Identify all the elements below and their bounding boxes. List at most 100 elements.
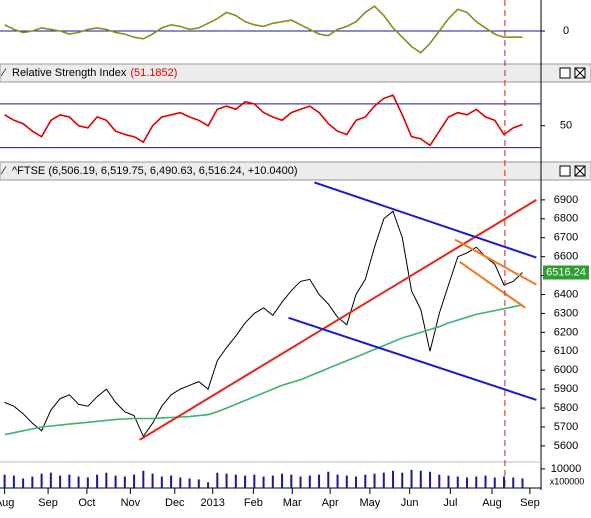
- volume-bar: [142, 470, 145, 488]
- volume-bar: [355, 476, 358, 488]
- volume-bar: [253, 474, 256, 488]
- x-tick-label: Jul: [443, 497, 457, 509]
- volume-bar: [345, 475, 348, 488]
- y-tick-label: 6300: [554, 307, 578, 319]
- volume-bar: [456, 476, 459, 488]
- y-tick-label: 10000: [551, 463, 582, 475]
- volume-bar: [207, 482, 210, 488]
- y-tick-label: 6900: [554, 194, 578, 206]
- last-value-tag: [543, 265, 589, 280]
- data-line: [4, 94, 523, 147]
- volume-bar: [216, 472, 219, 488]
- x-tick-label: Aug: [0, 497, 14, 509]
- header-icon: ⁄: [0, 67, 7, 79]
- y-tick-label: 6400: [554, 288, 578, 300]
- y-tick-label: 5800: [554, 402, 578, 414]
- data-line: [4, 5, 523, 54]
- volume-bar: [419, 470, 422, 488]
- volume-bar: [401, 472, 404, 488]
- volume-bar: [429, 471, 432, 488]
- x-tick-label: 2013: [200, 497, 224, 509]
- volume-bar: [22, 478, 25, 488]
- volume-bar: [290, 474, 293, 488]
- volume-bar: [493, 477, 496, 488]
- volume-bar: [382, 472, 385, 488]
- trend-line: [454, 238, 537, 286]
- volume-bar: [225, 473, 228, 488]
- x-tick-label: Sep: [38, 497, 58, 509]
- y-tick-label: 6200: [554, 326, 578, 338]
- volume-bar: [59, 475, 62, 488]
- volume-bar: [521, 478, 524, 488]
- volume-bar: [114, 475, 117, 488]
- price-header: [0, 161, 591, 181]
- x-tick-label: Sep: [520, 497, 540, 509]
- volume-bar: [336, 474, 339, 488]
- volume-bar: [410, 469, 413, 488]
- close-icon: [574, 67, 586, 79]
- volume-bar: [327, 471, 330, 488]
- y-tick-label: 6700: [554, 232, 578, 244]
- volume-bar: [373, 473, 376, 488]
- last-value-label: 6516.24: [546, 266, 586, 278]
- rsi-title: Relative Strength Index: [12, 67, 127, 79]
- window-buttons[interactable]: [559, 67, 586, 177]
- trend-line: [139, 199, 537, 441]
- x-tick-label: Feb: [244, 497, 263, 509]
- volume-bar: [475, 476, 478, 488]
- volume-bar: [197, 479, 200, 488]
- volume-bar: [86, 477, 89, 488]
- volume-bar: [281, 473, 284, 488]
- volume-bar: [123, 476, 126, 488]
- volume-bar: [392, 470, 395, 488]
- y-tick-label: 6800: [554, 213, 578, 225]
- rsi-header: [0, 63, 591, 83]
- y-tick-label: 50: [560, 120, 572, 132]
- volume-bar: [438, 474, 441, 488]
- y-tick-label: 5900: [554, 383, 578, 395]
- y-tick-label: 6000: [554, 364, 578, 376]
- volume-bar: [447, 475, 450, 488]
- volume-bar: [105, 472, 108, 488]
- volume-bar: [179, 477, 182, 488]
- volume-bar: [503, 476, 506, 488]
- x-tick-label: Mar: [283, 497, 302, 509]
- volume-bar: [234, 474, 237, 488]
- x-tick-label: Dec: [165, 497, 185, 509]
- volume-bar: [271, 475, 274, 488]
- maximize-button[interactable]: [559, 67, 571, 79]
- y-tick-label: 6100: [554, 345, 578, 357]
- volume-bar: [68, 474, 71, 488]
- x-tick-label: Aug: [482, 497, 502, 509]
- trend-line: [314, 181, 537, 259]
- volume-bar: [77, 476, 80, 488]
- x-tick-label: Apr: [322, 497, 339, 509]
- volume-bar: [299, 476, 302, 488]
- y-tick-label: 5700: [554, 421, 578, 433]
- y-tick-label: 0: [563, 25, 569, 37]
- volume-bar: [12, 475, 15, 488]
- price-title: ^FTSE (6,506.19, 6,519.75, 6,490.63, 6,5…: [12, 165, 298, 177]
- y-tick-label: 5600: [554, 440, 578, 452]
- volume-bar: [151, 473, 154, 488]
- x-tick-label: Oct: [78, 497, 95, 509]
- volume-bar: [188, 478, 191, 488]
- header-icon: ⁄: [0, 165, 7, 177]
- volume-bar: [160, 476, 163, 488]
- volume-bar: [466, 477, 469, 488]
- x-tick-label: Nov: [121, 497, 141, 509]
- rsi-value-label: (51.1852): [130, 67, 177, 79]
- maximize-button[interactable]: [559, 165, 571, 177]
- volume-bar: [512, 477, 515, 488]
- volume-bar: [49, 472, 52, 488]
- volume-bar: [170, 475, 173, 488]
- trend-line: [288, 316, 537, 401]
- volume-bar: [308, 475, 311, 488]
- data-line: [4, 304, 523, 436]
- volume-bar: [318, 474, 321, 488]
- y-tick-label: 6600: [554, 251, 578, 263]
- volume-bar: [3, 474, 6, 488]
- x-tick-label: Jun: [401, 497, 419, 509]
